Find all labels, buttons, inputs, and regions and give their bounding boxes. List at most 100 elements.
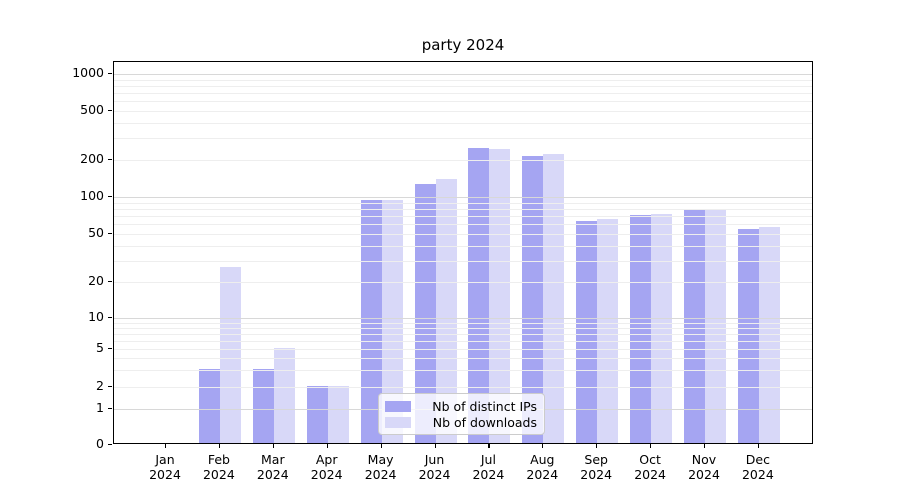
- y-tick-mark: [108, 443, 112, 445]
- x-tick-label: Oct 2024: [634, 452, 666, 482]
- x-tick-label: Jul 2024: [472, 452, 505, 482]
- bar-downloads-nov-2024: [705, 209, 726, 443]
- x-tick-label: Jan 2024: [149, 452, 181, 482]
- bar-distinct-ips-aug-2024: [522, 156, 544, 443]
- x-tick-label: Nov 2024: [688, 452, 720, 482]
- downloads-swatch-icon: [385, 416, 411, 428]
- distinct-ips-swatch-icon: [385, 400, 411, 412]
- y-tick-label: 0: [96, 435, 104, 451]
- y-tick-mark: [108, 408, 112, 410]
- gridline: [114, 160, 812, 161]
- gridline: [114, 79, 812, 81]
- y-tick-mark: [108, 159, 112, 161]
- bar-distinct-ips-may-2024: [360, 199, 382, 443]
- bar-downloads-jul-2024: [489, 148, 511, 443]
- x-tick-mark: [488, 444, 490, 448]
- x-tick-mark: [380, 444, 382, 448]
- x-tick-label: Mar 2024: [256, 452, 289, 482]
- x-tick-label: May 2024: [364, 452, 397, 482]
- x-tick-mark: [757, 444, 760, 448]
- gridline: [114, 333, 812, 335]
- bar-distinct-ips-jun-2024: [414, 184, 436, 443]
- bar-downloads-jun-2024: [435, 179, 457, 443]
- gridline: [114, 74, 812, 75]
- x-tick-mark: [218, 444, 221, 448]
- bar-distinct-ips-mar-2024: [252, 369, 274, 443]
- x-tick-mark: [272, 444, 274, 448]
- y-tick-mark: [108, 196, 112, 198]
- gridline: [114, 327, 812, 329]
- bar-distinct-ips-oct-2024: [630, 215, 652, 443]
- y-tick-label: 100: [80, 188, 104, 203]
- gridline: [114, 349, 812, 350]
- x-tick-label: Dec 2024: [741, 452, 774, 482]
- x-tick-mark: [542, 444, 544, 448]
- y-tick-mark: [108, 281, 112, 283]
- x-tick-label: Aug 2024: [526, 452, 559, 482]
- y-tick-label: 500: [80, 102, 104, 117]
- gridline: [114, 122, 812, 124]
- bar-downloads-may-2024: [381, 199, 403, 443]
- gridline: [114, 322, 812, 324]
- y-tick-label: 2: [96, 378, 104, 393]
- legend-item-downloads: Nb of downloads: [385, 414, 537, 430]
- legend-label: Nb of downloads: [432, 414, 537, 430]
- legend-label: Nb of distinct IPs: [432, 398, 537, 414]
- gridline: [114, 197, 812, 198]
- bar-downloads-mar-2024: [273, 348, 295, 443]
- x-tick-mark: [434, 444, 436, 448]
- gridline: [114, 216, 812, 218]
- gridline: [114, 358, 812, 360]
- gridline: [114, 224, 812, 226]
- bar-distinct-ips-jul-2024: [468, 148, 490, 443]
- gridline: [114, 202, 812, 204]
- gridline: [114, 93, 812, 95]
- gridline: [114, 101, 812, 103]
- gridline: [114, 260, 812, 262]
- y-tick-label: 20: [88, 273, 104, 288]
- y-tick-mark: [108, 386, 112, 388]
- y-tick-mark: [108, 317, 112, 319]
- y-tick-mark: [108, 348, 112, 350]
- chart-title: party 2024: [421, 36, 505, 54]
- gridline: [114, 387, 812, 388]
- x-tick-label: Apr 2024: [310, 452, 343, 482]
- bar-distinct-ips-apr-2024: [306, 386, 328, 443]
- bar-downloads-feb-2024: [219, 267, 241, 443]
- gridline: [114, 111, 812, 112]
- gridline: [114, 234, 812, 235]
- legend: Nb of distinct IPs Nb of downloads: [378, 393, 545, 435]
- bar-downloads-apr-2024: [327, 386, 349, 443]
- gridline: [114, 208, 812, 210]
- y-tick-label: 1: [96, 400, 104, 415]
- legend-item-distinct-ips: Nb of distinct IPs: [385, 398, 537, 414]
- bar-downloads-dec-2024: [758, 226, 780, 443]
- y-tick-mark: [108, 110, 112, 112]
- x-tick-mark: [650, 444, 652, 448]
- y-tick-label: 1000: [72, 65, 104, 80]
- x-tick-label: Feb 2024: [202, 452, 235, 482]
- bar-distinct-ips-nov-2024: [684, 209, 705, 443]
- y-tick-mark: [108, 73, 112, 75]
- gridline: [114, 282, 812, 283]
- x-tick-label: Jun 2024: [418, 452, 451, 482]
- gridline: [114, 138, 812, 140]
- bar-distinct-ips-feb-2024: [198, 369, 220, 443]
- gridline: [114, 245, 812, 247]
- y-tick-label: 10: [88, 309, 104, 324]
- y-tick-label: 200: [80, 151, 104, 166]
- x-tick-mark: [326, 444, 328, 448]
- gridline: [114, 340, 812, 342]
- plot-area: [113, 61, 813, 444]
- x-tick-mark: [704, 444, 706, 448]
- y-tick-mark: [108, 233, 112, 235]
- x-tick-mark: [596, 444, 598, 448]
- gridline: [114, 370, 812, 372]
- y-tick-label: 5: [96, 340, 104, 355]
- gridline: [114, 318, 812, 319]
- gridline: [114, 85, 812, 87]
- y-tick-label: 50: [88, 225, 104, 240]
- x-tick-mark: [165, 444, 167, 448]
- x-tick-label: Sep 2024: [580, 452, 613, 482]
